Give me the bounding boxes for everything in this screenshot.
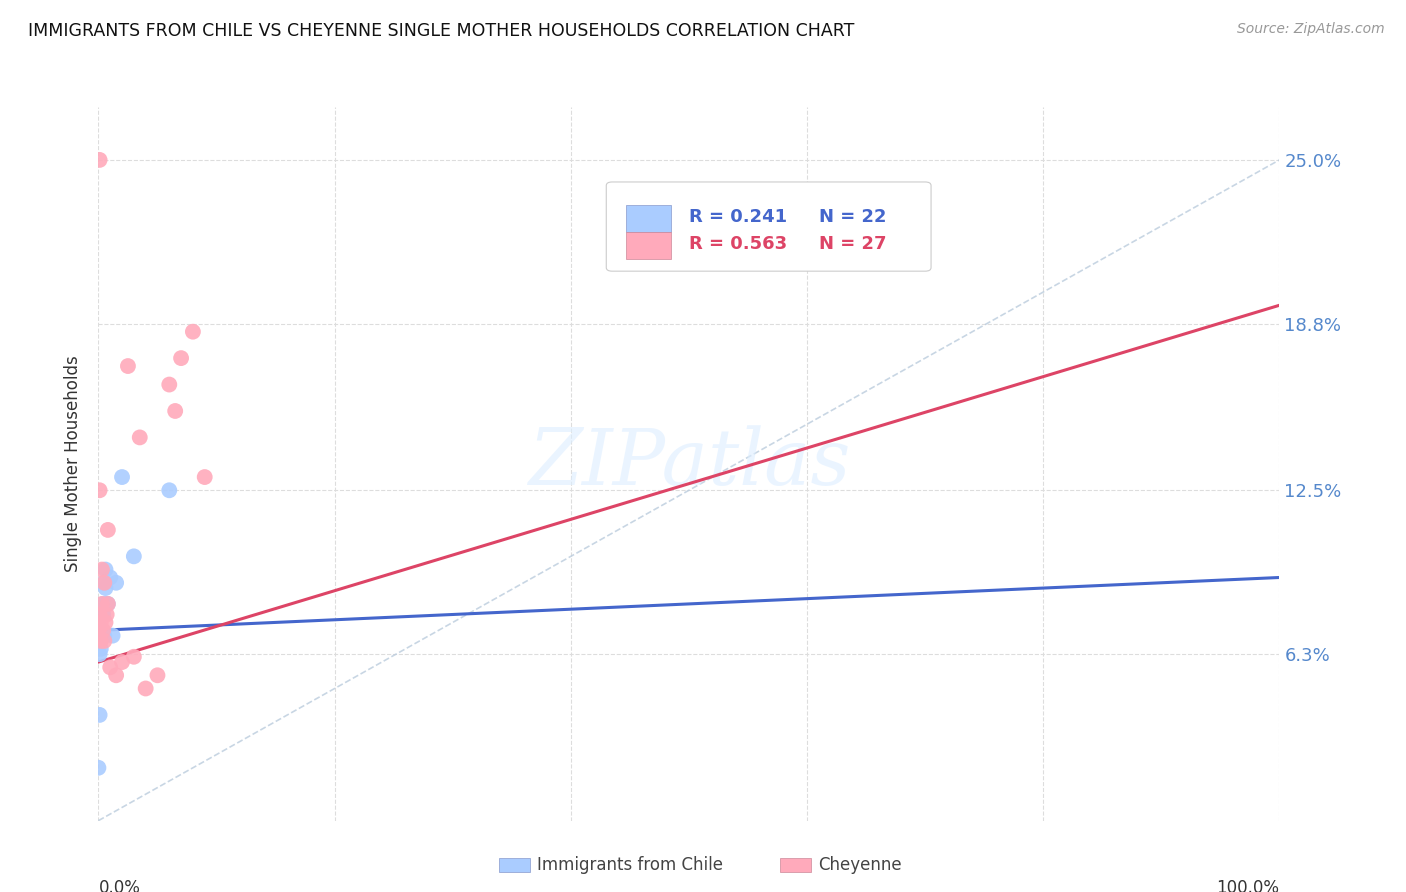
- Point: [89, 483, 111, 498]
- Point: [90, 641, 112, 656]
- Text: N = 22: N = 22: [818, 208, 886, 226]
- Point: [90, 615, 112, 630]
- Point: [122, 649, 145, 664]
- Point: [98, 660, 121, 674]
- Point: [91, 624, 114, 638]
- Point: [93, 629, 115, 643]
- Point: [97, 597, 120, 611]
- Point: [117, 359, 139, 373]
- Point: [146, 668, 169, 682]
- Bar: [626, 205, 671, 232]
- Point: [90, 624, 112, 638]
- Point: [89, 647, 111, 661]
- Point: [105, 668, 128, 682]
- Point: [122, 549, 145, 564]
- Point: [97, 597, 120, 611]
- Point: [91, 597, 114, 611]
- Point: [93, 634, 115, 648]
- Point: [91, 597, 114, 611]
- Text: Cheyenne: Cheyenne: [818, 856, 901, 874]
- Point: [93, 575, 115, 590]
- Point: [93, 575, 115, 590]
- Point: [87, 761, 110, 775]
- Text: ZIPatlas: ZIPatlas: [527, 425, 851, 502]
- Point: [157, 483, 180, 498]
- Text: Immigrants from Chile: Immigrants from Chile: [537, 856, 723, 874]
- Point: [91, 624, 114, 638]
- Point: [94, 563, 117, 577]
- Text: IMMIGRANTS FROM CHILE VS CHEYENNE SINGLE MOTHER HOUSEHOLDS CORRELATION CHART: IMMIGRANTS FROM CHILE VS CHEYENNE SINGLE…: [28, 22, 855, 40]
- Point: [170, 351, 193, 365]
- FancyBboxPatch shape: [606, 182, 931, 271]
- Point: [89, 621, 111, 635]
- Point: [97, 523, 120, 537]
- Point: [128, 430, 150, 444]
- Point: [98, 570, 121, 584]
- Point: [90, 634, 112, 648]
- Point: [91, 563, 114, 577]
- Point: [96, 597, 118, 611]
- Point: [181, 325, 204, 339]
- Point: [194, 470, 217, 484]
- Point: [94, 615, 117, 630]
- Text: 0.0%: 0.0%: [98, 879, 141, 892]
- Bar: [626, 232, 671, 259]
- Y-axis label: Single Mother Households: Single Mother Households: [65, 356, 83, 572]
- Point: [96, 607, 118, 622]
- Point: [135, 681, 157, 696]
- Text: R = 0.241: R = 0.241: [689, 208, 787, 226]
- Point: [91, 607, 114, 622]
- Text: N = 27: N = 27: [818, 235, 886, 253]
- Point: [111, 470, 134, 484]
- Point: [111, 655, 134, 669]
- Point: [89, 634, 111, 648]
- Text: R = 0.563: R = 0.563: [689, 235, 787, 253]
- Point: [105, 575, 128, 590]
- Point: [89, 607, 111, 622]
- Point: [165, 404, 187, 418]
- Point: [94, 581, 117, 595]
- Point: [89, 707, 111, 722]
- Text: 100.0%: 100.0%: [1216, 879, 1279, 892]
- Point: [157, 377, 180, 392]
- Point: [91, 607, 114, 622]
- Point: [89, 153, 111, 167]
- Text: Source: ZipAtlas.com: Source: ZipAtlas.com: [1237, 22, 1385, 37]
- Point: [101, 629, 124, 643]
